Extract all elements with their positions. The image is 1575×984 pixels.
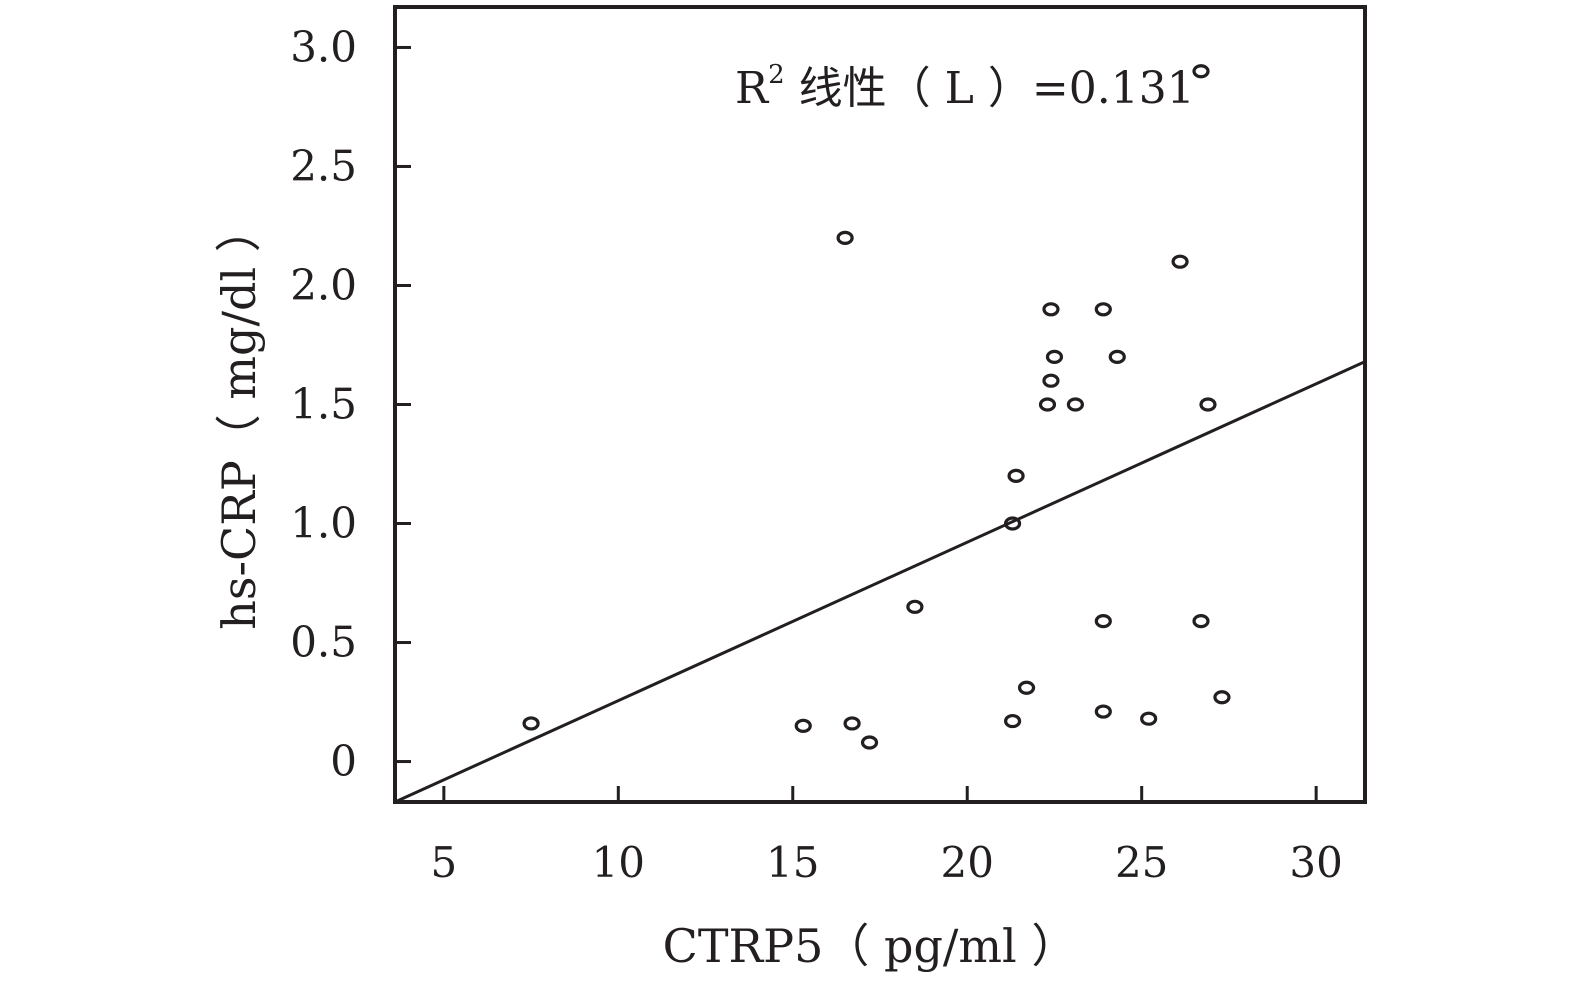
data-point (1213, 690, 1231, 705)
data-point (1003, 516, 1022, 531)
data-point (906, 599, 924, 614)
x-tick-label: 30 (1289, 838, 1342, 887)
y-tick-label: 3.0 (290, 22, 357, 71)
plot-frame (393, 5, 1367, 804)
data-point (836, 230, 854, 245)
data-point (1140, 711, 1158, 726)
data-points (522, 64, 1231, 750)
y-tick-label: 0.5 (290, 618, 357, 667)
data-point (1007, 468, 1025, 484)
x-tick-label: 5 (430, 838, 457, 887)
y-tick-label: 2.0 (290, 260, 357, 309)
y-tick-label: 1.0 (290, 499, 357, 548)
data-point (1066, 397, 1084, 412)
data-point (843, 716, 861, 731)
x-tick-label: 10 (592, 838, 645, 887)
x-axis-label: CTRP5（ pg/ml ） (663, 919, 1078, 973)
data-point (1017, 680, 1036, 695)
data-point (1192, 64, 1210, 79)
r-squared-annotation: R2 线性（ L ）=0.131 (735, 60, 1195, 114)
y-tick-label: 1.5 (290, 380, 357, 429)
data-point (522, 716, 540, 731)
y-tick-label: 0 (330, 737, 357, 786)
regression-line (394, 360, 1366, 804)
axis-ticks: 5 10 15 20 25 30 0 0.5 1.0 1.5 2.0 2.5 3.0 (290, 22, 1343, 887)
x-tick-label: 15 (766, 838, 819, 887)
x-tick-label: 25 (1115, 838, 1168, 887)
regression-line-layer (394, 360, 1366, 804)
data-point (794, 718, 812, 733)
x-tick-label: 20 (941, 838, 994, 887)
data-point (1042, 302, 1060, 317)
data-point (1038, 397, 1057, 412)
plot-border (393, 5, 1367, 804)
labels: CTRP5（ pg/ml ） hs-CRP（ mg/dl ） R2 线性（ L ）=… (212, 60, 1195, 973)
y-axis-label: hs-CRP（ mg/dl ） (212, 206, 266, 630)
data-point (1171, 254, 1189, 269)
data-point (1094, 704, 1112, 719)
data-point (1108, 349, 1126, 364)
y-tick-label: 2.5 (290, 141, 357, 190)
data-point (1003, 713, 1022, 729)
data-point (1042, 373, 1060, 388)
data-point (1094, 614, 1112, 629)
data-point (860, 735, 879, 750)
data-point (1199, 397, 1217, 412)
data-point (1192, 614, 1210, 629)
data-point (1094, 302, 1112, 317)
data-point (1045, 349, 1064, 364)
